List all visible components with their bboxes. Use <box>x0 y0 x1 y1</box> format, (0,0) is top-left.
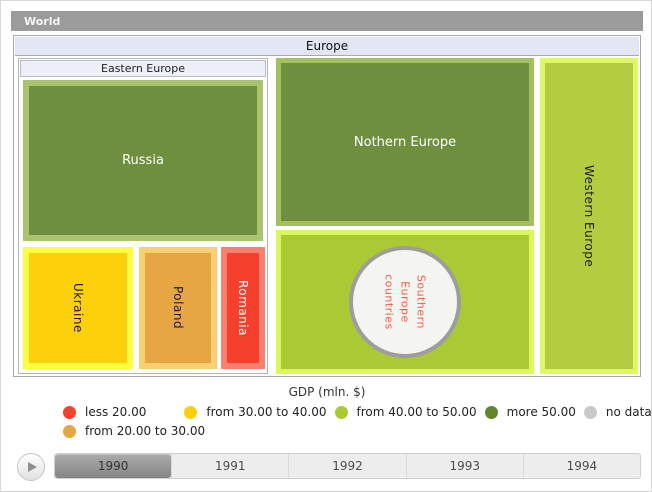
legend-label: less 20.00 <box>85 405 147 419</box>
treemap-node-poland[interactable]: Poland <box>139 247 217 369</box>
legend-item-20-30[interactable]: from 20.00 to 30.00 <box>63 424 205 438</box>
year-tab-1994[interactable]: 1994 <box>522 454 640 478</box>
western-europe-label: Western Europe <box>582 164 596 268</box>
treemap-group-europe: Europe Eastern Europe Russia Ukraine Pol… <box>13 35 641 377</box>
legend-label: from 30.00 to 40.00 <box>206 405 327 419</box>
legend-swatch-gray-icon <box>583 405 597 419</box>
russia-label: Russia <box>122 153 164 168</box>
legend-swatch-yellowgreen-icon <box>334 405 348 419</box>
legend-row-2: from 20.00 to 30.00 <box>1 422 651 440</box>
play-icon <box>28 462 37 472</box>
treemap-header-eastern-europe[interactable]: Eastern Europe <box>20 60 266 77</box>
legend-row-1: less 20.00 from 30.00 to 40.00 from 40.0… <box>1 403 652 421</box>
legend-item-more-50[interactable]: more 50.00 <box>484 405 576 419</box>
southern-europe-fill: Southern Europe countries <box>281 235 529 369</box>
year-tab-1990[interactable]: 1990 <box>55 454 172 478</box>
treemap-node-romania[interactable]: Romania <box>221 247 265 369</box>
romania-fill: Romania <box>227 253 259 363</box>
timeline-play-button[interactable] <box>17 453 45 481</box>
legend-item-30-40[interactable]: from 30.00 to 40.00 <box>184 405 327 419</box>
treemap-node-nothern-europe[interactable]: Nothern Europe <box>276 58 534 226</box>
legend: GDP (mln. $) less 20.00 from 30.00 to 40… <box>1 385 652 440</box>
ukraine-fill: Ukraine <box>29 253 127 363</box>
poland-fill: Poland <box>145 253 211 363</box>
nothern-europe-label: Nothern Europe <box>353 134 457 150</box>
ukraine-label: Ukraine <box>71 283 85 333</box>
legend-swatch-orange-icon <box>63 424 76 438</box>
poland-label: Poland <box>171 286 185 330</box>
year-tab-1991[interactable]: 1991 <box>171 454 288 478</box>
treemap-group-eastern-europe: Eastern Europe Russia Ukraine Poland Rom… <box>18 58 268 374</box>
russia-fill: Russia <box>29 86 257 235</box>
legend-item-40-50[interactable]: from 40.00 to 50.00 <box>334 405 477 419</box>
southern-europe-label: Southern Europe countries <box>383 274 428 330</box>
legend-item-less-20[interactable]: less 20.00 <box>63 405 146 419</box>
year-tab-1993[interactable]: 1993 <box>405 454 523 478</box>
legend-label: from 20.00 to 30.00 <box>85 424 206 438</box>
year-tab-1992[interactable]: 1992 <box>288 454 405 478</box>
legend-swatch-yellow-icon <box>184 405 198 419</box>
legend-title: GDP (mln. $) <box>288 385 366 399</box>
treemap-node-southern-europe[interactable]: Southern Europe countries <box>276 230 534 374</box>
breadcrumb-world-label: World <box>24 14 61 28</box>
treemap-node-ukraine[interactable]: Ukraine <box>23 247 133 369</box>
treemap-node-western-europe[interactable]: Western Europe <box>540 58 638 374</box>
breadcrumb-world-bar[interactable]: World <box>11 11 643 31</box>
treemap-node-russia[interactable]: Russia <box>23 80 263 241</box>
legend-swatch-red-icon <box>63 405 76 419</box>
legend-item-no-data[interactable]: no data <box>583 405 652 419</box>
legend-label: more 50.00 <box>506 405 576 419</box>
timeline-year-tabs: 1990 1991 1992 1993 1994 <box>54 453 641 479</box>
nothern-europe-fill: Nothern Europe <box>281 63 529 221</box>
treemap-header-europe[interactable]: Europe <box>15 37 639 56</box>
western-europe-fill: Western Europe <box>545 63 633 369</box>
legend-label: from 40.00 to 50.00 <box>356 405 477 419</box>
legend-label: no data <box>605 405 652 419</box>
southern-europe-no-data-circle[interactable]: Southern Europe countries <box>349 246 461 358</box>
legend-swatch-darkgreen-icon <box>484 405 498 419</box>
romania-label: Romania <box>236 280 250 336</box>
